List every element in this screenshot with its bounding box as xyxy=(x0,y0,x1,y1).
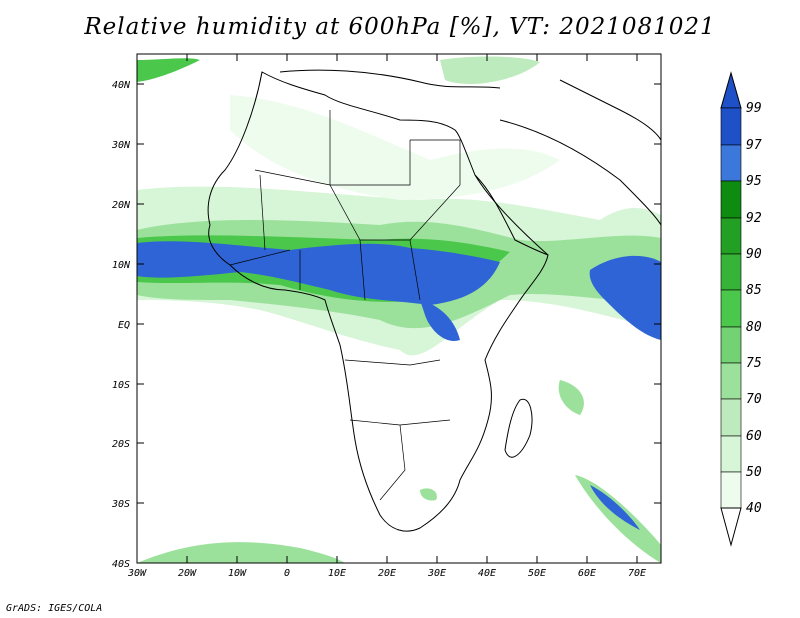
country-borders xyxy=(229,110,461,501)
colorbar-swatch xyxy=(720,289,742,328)
lon-tick-label: 30E xyxy=(427,568,446,579)
colorbar-swatch xyxy=(720,362,742,400)
moist-region-south-atlantic xyxy=(137,542,345,563)
iran-coast xyxy=(559,79,661,141)
lon-tick-label: 60E xyxy=(578,568,596,579)
colorbar-swatch xyxy=(720,326,742,364)
lat-tick-label: 40N xyxy=(112,80,131,91)
colorbar-label: 40 xyxy=(746,501,762,516)
lon-tick-label: 10E xyxy=(328,568,346,579)
colorbar-swatch xyxy=(720,107,742,146)
colorbar-label: 75 xyxy=(746,356,762,371)
lon-tick-label: 20E xyxy=(378,568,396,579)
colorbar-label: 99 xyxy=(746,101,762,116)
lat-tick-label: 30S xyxy=(111,499,130,510)
grads-credit: GrADS: IGES/COLA xyxy=(6,603,103,614)
map-title: Relative humidity at 600hPa [%], VT: 202… xyxy=(84,14,716,40)
colorbar-swatch xyxy=(720,217,742,255)
colorbar-label: 50 xyxy=(746,465,762,480)
colorbar-label: 97 xyxy=(746,138,762,153)
lon-tick-label: 10W xyxy=(228,568,247,579)
lon-axis: 30W 20W 10W 0 10E 20E 30E 40E 50E 60E 70… xyxy=(127,54,646,579)
colorbar-bottom-arrow xyxy=(720,507,742,547)
lat-tick-label: 10S xyxy=(112,380,130,391)
plot-frame xyxy=(136,53,662,564)
colorbar-swatch xyxy=(720,398,742,437)
humidity-field xyxy=(137,56,661,563)
madagascar-outline xyxy=(504,398,533,458)
red-sea-coast xyxy=(474,174,549,256)
arabian-peninsula-coast xyxy=(499,119,661,226)
colorbar-label: 60 xyxy=(746,429,762,444)
colorbar-swatch xyxy=(720,144,742,182)
lon-tick-label: 0 xyxy=(284,568,290,579)
lat-tick-label: 20S xyxy=(112,439,130,450)
colorbar-label: 90 xyxy=(746,247,762,262)
colorbar-swatch xyxy=(720,253,742,291)
lon-tick-label: 40E xyxy=(478,568,496,579)
colorbar-label: 95 xyxy=(746,174,762,189)
lat-tick-label: 30N xyxy=(111,140,131,151)
lon-tick-label: 30W xyxy=(127,568,147,579)
coastlines xyxy=(207,69,661,532)
colorbar-label: 70 xyxy=(746,392,762,407)
lat-axis: 40N 30N 20N 10N EQ 10S 20S 30S 40S xyxy=(111,80,661,570)
lon-tick-label: 20W xyxy=(178,568,197,579)
colorbar-top-arrow xyxy=(720,71,742,109)
lon-tick-label: 50E xyxy=(528,568,546,579)
lon-tick-label: 70E xyxy=(628,568,646,579)
moist-band-sahel xyxy=(137,241,500,305)
moist-region-arabian-sea xyxy=(589,255,661,340)
colorbar-swatch xyxy=(720,435,742,473)
lat-tick-label: EQ xyxy=(118,320,130,331)
colorbar-swatch xyxy=(720,180,742,219)
colorbar-swatch xyxy=(720,471,742,509)
lat-tick-label: 40S xyxy=(112,559,130,570)
lat-tick-label: 20N xyxy=(112,200,131,211)
colorbar-label: 92 xyxy=(746,211,762,226)
colorbar-label: 80 xyxy=(746,320,762,335)
lat-tick-label: 10N xyxy=(112,260,131,271)
mediterranean-coast xyxy=(279,69,501,89)
colorbar-label: 85 xyxy=(746,283,762,298)
africa-outline xyxy=(207,71,549,532)
colorbar: 99 97 95 92 90 85 80 75 70 60 50 40 xyxy=(720,71,762,547)
